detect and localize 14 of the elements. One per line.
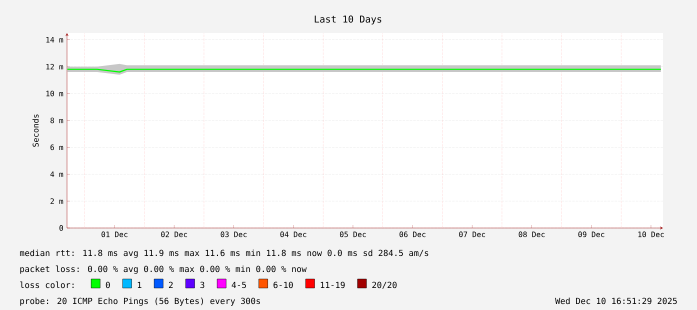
text: probe: 20 ICMP Echo Pings (56 Bytes) every 300s	[20, 298, 260, 306]
legend-label: 11-19	[320, 282, 345, 288]
text: packet loss: 0.00 % avg 0.00 % max 0.00 % min 0.00 % now	[20, 266, 307, 274]
legend-label: 6-10	[274, 282, 293, 288]
legend-label: 2	[168, 282, 173, 288]
legend-label: 4-5	[232, 282, 246, 288]
text: Wed Dec 10 16:51:29 2025	[555, 298, 677, 304]
legend-label: 0	[106, 282, 110, 288]
text: median rtt: 11.8 ms avg 11.9 ms max 11.6 ms min 11.8 ms now 0.0 ms sd 284.5 am/s	[20, 250, 428, 258]
legend-label: 3	[200, 282, 204, 288]
legend-title: loss color:	[20, 282, 74, 288]
legend-label: 1	[138, 282, 142, 288]
chart-title: Last 10 Days	[314, 15, 382, 24]
legend-label: 20/20	[372, 282, 397, 289]
